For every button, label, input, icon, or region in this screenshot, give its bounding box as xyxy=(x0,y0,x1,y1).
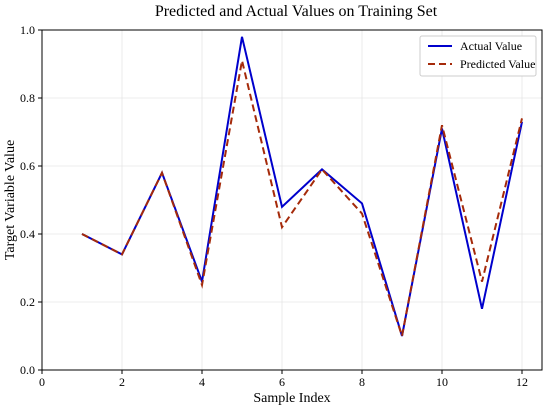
grid xyxy=(41,29,542,371)
x-tick-label: 10 xyxy=(436,375,448,389)
y-tick-label: 0.6 xyxy=(20,159,35,173)
x-tick-label: 8 xyxy=(359,375,365,389)
legend-label-actual: Actual Value xyxy=(460,39,522,53)
axis-ticks: 0 2 4 6 8 10 12 0.0 0.2 0.4 0.6 0.8 1.0 xyxy=(20,23,528,389)
y-tick-label: 1.0 xyxy=(20,23,35,37)
x-tick-label: 0 xyxy=(39,375,45,389)
x-axis-label: Sample Index xyxy=(253,391,330,406)
y-axis-label: Target Variable Value xyxy=(3,140,18,260)
y-tick-label: 0.2 xyxy=(20,295,35,309)
x-tick-label: 6 xyxy=(279,375,285,389)
x-tick-label: 4 xyxy=(199,375,205,389)
x-tick-label: 12 xyxy=(516,375,528,389)
series-line-predicted-value xyxy=(81,60,523,337)
series-line-actual-value xyxy=(81,36,523,337)
data-series xyxy=(81,36,523,337)
y-tick-label: 0.8 xyxy=(20,91,35,105)
x-tick-label: 2 xyxy=(119,375,125,389)
y-tick-label: 0.0 xyxy=(20,363,35,377)
y-tick-label: 0.4 xyxy=(20,227,35,241)
chart-title: Predicted and Actual Values on Training … xyxy=(155,3,438,20)
legend-label-predicted: Predicted Value xyxy=(460,57,535,71)
plot-area-frame xyxy=(41,29,543,371)
legend: Actual Value Predicted Value xyxy=(419,35,537,77)
